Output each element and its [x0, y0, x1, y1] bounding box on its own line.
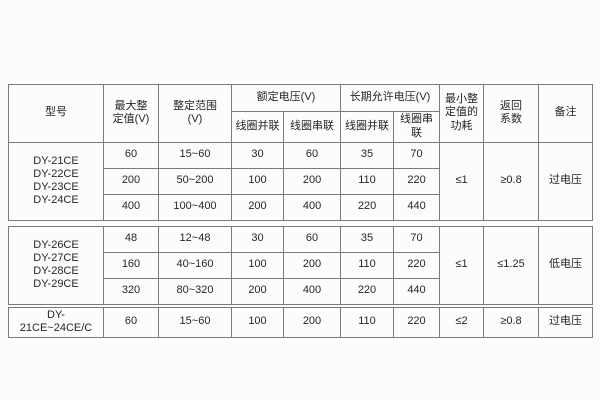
cell-long-series: 70 — [393, 141, 441, 169]
cell-long-series: 440 — [393, 277, 440, 305]
cell-rated-parallel: 100 — [231, 167, 284, 195]
cell-remark-group-2: 低电压 — [538, 225, 593, 305]
model-list-group-1: DY-21CE DY-22CE DY-23CE DY-24CE — [8, 141, 104, 221]
cell-long-parallel: 110 — [340, 251, 394, 279]
cell-rated-series: 200 — [283, 251, 341, 279]
cell-rated-parallel: 30 — [231, 225, 284, 253]
table-row: 160 40~160 100 200 110 220 — [9, 251, 593, 279]
cell-long-parallel: 110 — [340, 167, 395, 195]
table-row: DY-21CE~24CE/C 60 15~60 100 200 110 220 … — [8, 306, 593, 338]
cell-max-setting: 200 — [103, 167, 159, 195]
header-remarks: 备注 — [538, 84, 594, 143]
cell-max-setting: 320 — [103, 277, 159, 305]
cell-rated-series: 400 — [283, 277, 341, 305]
cell-rated-series: 400 — [282, 193, 342, 221]
cell-setting-range: 15~60 — [158, 141, 232, 169]
cell-max-setting: 48 — [103, 225, 159, 253]
cell-max-setting: 60 — [103, 306, 159, 338]
cell-long-series: 440 — [393, 193, 441, 221]
cell-setting-range: 40~160 — [158, 251, 232, 279]
cell-return-coefficient-group-2: ≤1.25 — [483, 225, 539, 305]
cell-long-parallel: 220 — [340, 193, 395, 221]
cell-remark-group-3: 过电压 — [538, 306, 593, 338]
header-rated-voltage: 额定电压(V) — [230, 84, 342, 112]
cell-long-series: 220 — [393, 306, 440, 338]
cell-long-parallel: 35 — [340, 141, 395, 169]
cell-remark-group-1: 过电压 — [538, 141, 594, 221]
cell-long-parallel: 35 — [340, 225, 394, 253]
cell-long-series: 70 — [393, 225, 440, 253]
table-row: 400 100~400 200 400 220 440 — [9, 193, 593, 221]
cell-setting-range: 15~60 — [158, 306, 232, 338]
cell-max-setting: 160 — [103, 251, 159, 279]
table-row: DY-21CE DY-22CE DY-23CE DY-24CE 60 15~60… — [8, 141, 594, 221]
spec-table-group-2: DY-26CE DY-27CE DY-28CE DY-29CE 48 12~48… — [8, 225, 593, 305]
header-model: 型号 — [8, 84, 104, 143]
cell-long-parallel: 110 — [340, 306, 394, 338]
cell-rated-series: 200 — [282, 167, 342, 195]
cell-rated-series: 60 — [283, 225, 341, 253]
cell-min-power-group-2: ≤1 — [439, 225, 484, 305]
cell-rated-parallel: 100 — [231, 306, 284, 338]
cell-rated-parallel: 30 — [231, 141, 284, 169]
spec-table-group-1: 型号 最大整 定值(V) 整定范围 (V) 额定电压(V) 长期允许电压(V) … — [8, 84, 594, 221]
header-long-term-voltage: 长期允许电压(V) — [340, 84, 441, 112]
cell-setting-range: 50~200 — [158, 167, 232, 195]
cell-long-series: 220 — [393, 167, 441, 195]
cell-setting-range: 12~48 — [158, 225, 232, 253]
cell-max-setting: 400 — [103, 193, 159, 221]
cell-long-series: 220 — [393, 251, 440, 279]
header-setting-range: 整定范围 (V) — [158, 84, 232, 143]
table-row: 200 50~200 100 200 110 220 — [9, 167, 593, 195]
header-min-power: 最小整 定值的 功耗 — [439, 84, 485, 143]
cell-rated-series: 60 — [282, 141, 342, 169]
cell-rated-parallel: 200 — [231, 193, 284, 221]
cell-rated-parallel: 100 — [231, 251, 284, 279]
spec-table-group-3: DY-21CE~24CE/C 60 15~60 100 200 110 220 … — [8, 306, 593, 338]
model-list-group-2: DY-26CE DY-27CE DY-28CE DY-29CE — [8, 225, 104, 305]
header-max-setting: 最大整 定值(V) — [103, 84, 159, 143]
cell-max-setting: 60 — [103, 141, 159, 169]
cell-return-coefficient-group-3: ≥0.8 — [483, 306, 539, 338]
cell-return-coefficient-group-1: ≥0.8 — [483, 141, 540, 221]
cell-rated-parallel: 200 — [231, 277, 284, 305]
header-coil-series-rated: 线圈串联 — [282, 111, 342, 143]
table-row: DY-26CE DY-27CE DY-28CE DY-29CE 48 12~48… — [8, 225, 593, 305]
header-coil-series-long: 线圈串联 — [393, 111, 441, 143]
header-return-coefficient: 返回 系数 — [483, 84, 540, 143]
cell-long-parallel: 220 — [340, 277, 394, 305]
header-coil-parallel-long: 线圈并联 — [340, 111, 395, 143]
header-coil-parallel-rated: 线圈并联 — [231, 111, 284, 143]
table-row: 320 80~320 200 400 220 440 — [9, 277, 593, 305]
cell-rated-series: 200 — [283, 306, 341, 338]
cell-min-power-group-3: ≤2 — [439, 306, 484, 338]
cell-setting-range: 80~320 — [158, 277, 232, 305]
relay-spec-table: 型号 最大整 定值(V) 整定范围 (V) 额定电压(V) 长期允许电压(V) … — [8, 84, 594, 338]
cell-setting-range: 100~400 — [158, 193, 232, 221]
model-list-group-3: DY-21CE~24CE/C — [8, 306, 104, 338]
cell-min-power-group-1: ≤1 — [439, 141, 485, 221]
